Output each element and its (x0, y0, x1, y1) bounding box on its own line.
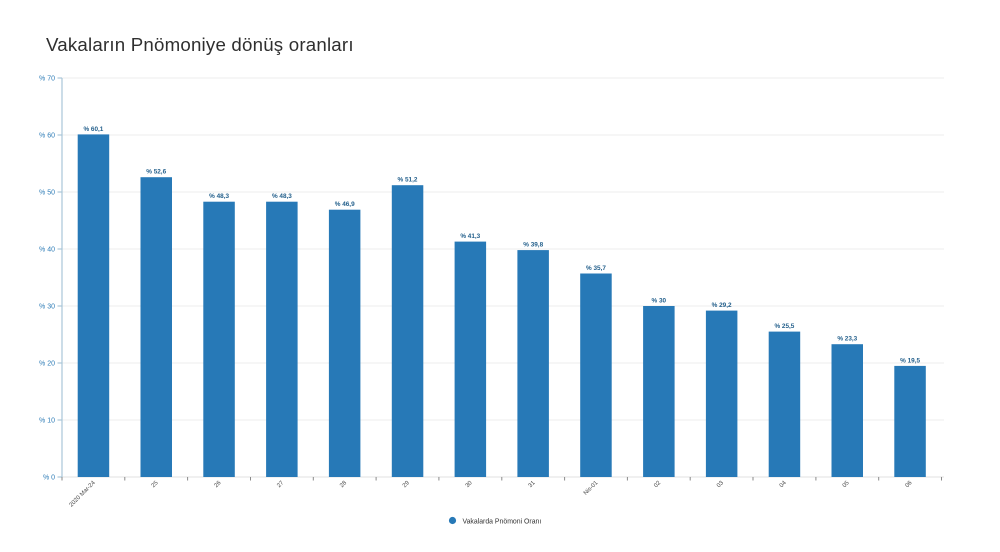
svg-text:% 50: % 50 (39, 189, 55, 196)
svg-text:% 10: % 10 (39, 417, 55, 424)
svg-text:% 39,8: % 39,8 (523, 242, 543, 249)
svg-text:% 46,9: % 46,9 (335, 201, 355, 208)
svg-text:2020 Mar-24: 2020 Mar-24 (69, 480, 98, 509)
svg-text:% 35,7: % 35,7 (586, 265, 606, 272)
svg-text:31: 31 (528, 480, 537, 489)
svg-text:% 51,2: % 51,2 (398, 177, 418, 184)
svg-text:29: 29 (402, 480, 411, 489)
svg-text:25: 25 (151, 480, 160, 489)
svg-text:% 19,5: % 19,5 (900, 357, 920, 364)
svg-text:03: 03 (716, 480, 725, 489)
svg-text:Vakalarda Pnömoni Oranı: Vakalarda Pnömoni Oranı (463, 519, 542, 526)
svg-text:% 41,3: % 41,3 (460, 233, 480, 240)
svg-text:% 70: % 70 (39, 75, 55, 82)
svg-text:% 20: % 20 (39, 360, 55, 367)
svg-text:% 60: % 60 (39, 132, 55, 139)
svg-text:% 0: % 0 (43, 474, 55, 481)
svg-text:% 29,2: % 29,2 (712, 302, 732, 309)
svg-text:% 30: % 30 (652, 298, 667, 305)
svg-text:30: 30 (465, 480, 474, 489)
svg-text:05: 05 (842, 480, 851, 489)
svg-text:Nis-01: Nis-01 (583, 480, 600, 497)
svg-text:% 52,6: % 52,6 (146, 169, 166, 176)
svg-text:27: 27 (276, 480, 285, 489)
svg-text:% 23,3: % 23,3 (837, 336, 857, 343)
svg-text:% 48,3: % 48,3 (272, 193, 292, 200)
svg-text:04: 04 (779, 480, 788, 489)
svg-text:% 48,3: % 48,3 (209, 193, 229, 200)
svg-text:06: 06 (905, 480, 914, 489)
svg-text:% 40: % 40 (39, 246, 55, 253)
svg-text:02: 02 (653, 480, 662, 489)
svg-text:28: 28 (339, 480, 348, 489)
svg-text:26: 26 (214, 480, 223, 489)
svg-text:% 30: % 30 (39, 303, 55, 310)
svg-text:% 25,5: % 25,5 (774, 323, 794, 330)
svg-text:% 60,1: % 60,1 (83, 126, 103, 133)
